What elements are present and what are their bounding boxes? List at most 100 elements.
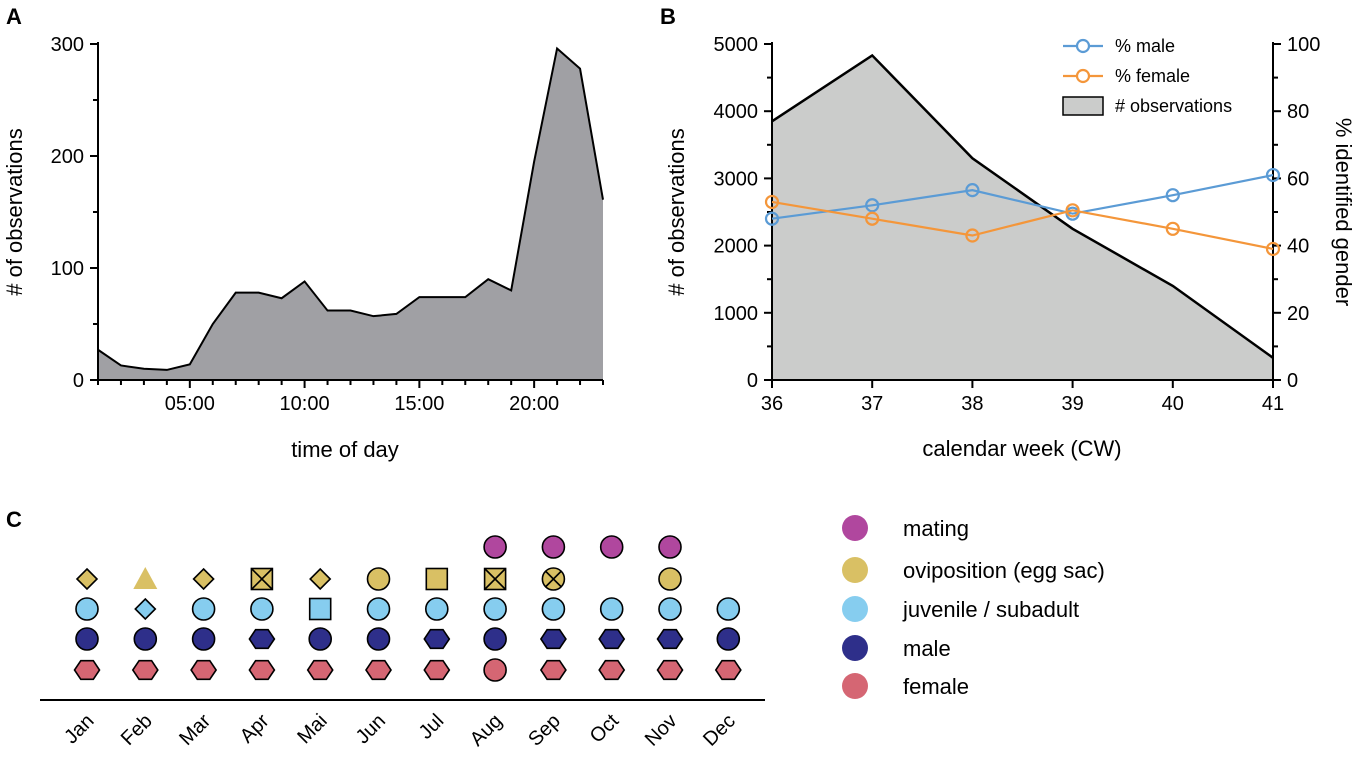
panel-c-mark-female-oct bbox=[598, 659, 626, 681]
panel-c-mark-male-dec bbox=[716, 627, 741, 651]
panel-b-x-tick-label: 36 bbox=[761, 393, 783, 415]
panel-c-mark-female-nov bbox=[656, 659, 684, 681]
panel-a-x-tick-label: 20:00 bbox=[509, 393, 559, 415]
panel-c-mark-male-sep bbox=[539, 628, 567, 650]
panel-b-series-point bbox=[1165, 188, 1180, 203]
panel-c-month-label: Mar bbox=[175, 710, 215, 750]
panel-c-mark-oviposition-aug bbox=[483, 567, 507, 591]
panel-c-month-label: Oct bbox=[586, 710, 624, 748]
panel-a-y-tick-label: 100 bbox=[51, 258, 84, 280]
panel-b-series-line bbox=[771, 173, 1274, 220]
panel-c-label: C bbox=[6, 507, 22, 532]
panel-b-axes: 0 1000 2000 3000 4000 5000 0 20 40 60 80 100 36 37 38 3… bbox=[714, 34, 1321, 415]
panel-a-area-outline bbox=[97, 46, 604, 371]
panel-b-plot bbox=[771, 53, 1274, 380]
panel-b-legend-marker bbox=[1075, 68, 1091, 84]
panel-b-right-y-tick-label: 40 bbox=[1287, 236, 1309, 258]
panel-b-x-tick-label: 37 bbox=[861, 393, 883, 415]
panel-c-mark-female-feb bbox=[131, 659, 159, 681]
panel-c-mark-oviposition-feb bbox=[133, 567, 158, 589]
panel-b-right-y-axis-label: % identified gender bbox=[1331, 118, 1356, 306]
panel-b-right-y-tick-label: 100 bbox=[1287, 34, 1320, 56]
panel-a-axes: 0 100 200 300 05:00 10:00 15:00 20:00 bbox=[51, 34, 604, 415]
panel-c-legend-label-juvenile: juvenile / subadult bbox=[902, 597, 1079, 622]
panel-c-month-label: Jul bbox=[415, 710, 449, 744]
panel-c-month-label: Nov bbox=[641, 710, 682, 751]
panel-b-right-y-tick-label: 60 bbox=[1287, 168, 1309, 190]
panel-c-mark-juvenile-nov bbox=[658, 597, 682, 621]
panel-c-mark-female-apr bbox=[248, 659, 276, 681]
panel-c-mark-oviposition-nov bbox=[658, 567, 682, 591]
panel-c-mark-juvenile-mai bbox=[308, 597, 332, 621]
panel-b-left-y-tick-label: 0 bbox=[747, 370, 758, 392]
panel-a-y-axis-label: # of observations bbox=[2, 128, 27, 296]
panel-c-mark-mating-sep bbox=[541, 535, 566, 559]
panel-b-right-y-tick-label: 20 bbox=[1287, 303, 1309, 325]
panel-c-mark-male-jan bbox=[75, 627, 99, 651]
panel-c-mark-male-oct bbox=[598, 628, 626, 650]
panel-b-left-y-axis-label: # of observations bbox=[664, 128, 689, 296]
panel-c-mark-male-jul bbox=[423, 628, 451, 650]
panel-b-left-y-tick-label: 3000 bbox=[714, 168, 759, 190]
panel-b-observations-outline bbox=[771, 53, 1274, 359]
panel-c-mark-male-feb bbox=[133, 627, 158, 651]
panel-b: B 0 1000 2000 3000 4000 5000 0 20 40 60 80 100 36 37 3… bbox=[660, 4, 1356, 461]
panel-c-mark-female-jan bbox=[73, 659, 101, 681]
panel-c-legend-swatch-juvenile bbox=[842, 596, 868, 622]
panel-a-y-tick-label: 200 bbox=[51, 146, 84, 168]
panel-c-mark-male-apr bbox=[248, 628, 276, 650]
panel-c-marks bbox=[73, 535, 742, 682]
panel-b-right-y-tick-label: 0 bbox=[1287, 370, 1298, 392]
panel-c-legend-swatch-male bbox=[842, 635, 868, 661]
panel-c-legend-label-female: female bbox=[903, 674, 969, 699]
panel-b-series-point bbox=[865, 198, 880, 213]
panel-c-mark-mating-nov bbox=[658, 535, 682, 559]
panel-b-legend-label: # observations bbox=[1115, 96, 1232, 116]
panel-c-mark-female-aug bbox=[483, 658, 507, 682]
panel-c-mark-oviposition-jan bbox=[75, 567, 99, 591]
panel-b-legend-label: % male bbox=[1115, 36, 1175, 56]
panel-b-left-y-tick-label: 2000 bbox=[714, 236, 759, 258]
panel-b-series-point bbox=[764, 211, 780, 226]
panel-c-legend-label-male: male bbox=[903, 636, 951, 661]
panel-c-legend-label-oviposition: oviposition (egg sac) bbox=[903, 558, 1105, 583]
panel-c: C Jan Feb Mar Apr Mai Jun Jul Aug Sep Oct Nov Dec m… bbox=[6, 507, 1105, 751]
panel-b-series bbox=[764, 167, 1281, 257]
panel-a-label: A bbox=[6, 4, 22, 29]
panel-b-x-tick-label: 41 bbox=[1262, 393, 1284, 415]
xsquare-cross bbox=[484, 567, 507, 591]
panel-c-axis: Jan Feb Mar Apr Mai Jun Jul Aug Sep Oct Nov Dec bbox=[40, 699, 765, 751]
panel-c-mark-male-mai bbox=[308, 627, 333, 651]
panel-c-mark-oviposition-mai bbox=[309, 567, 332, 591]
panel-b-series-point bbox=[1065, 203, 1080, 218]
panel-b-series-point bbox=[1265, 167, 1281, 183]
panel-c-month-label: Jan bbox=[60, 710, 98, 748]
panel-c-mark-male-aug bbox=[483, 627, 507, 651]
panel-b-legend: % male % female # observations bbox=[1062, 36, 1232, 116]
panel-b-x-tick-label: 39 bbox=[1061, 393, 1083, 415]
panel-a-x-axis-label: time of day bbox=[291, 437, 399, 462]
panel-c-mark-female-mai bbox=[306, 659, 334, 681]
panel-b-series-point bbox=[965, 183, 980, 198]
panel-c-legend-swatch-mating bbox=[842, 515, 868, 541]
panel-c-month-label: Jun bbox=[352, 710, 390, 748]
panel-a-x-tick-label: 10:00 bbox=[280, 393, 330, 415]
panel-c-mark-oviposition-jul bbox=[425, 567, 449, 591]
panel-b-series-point bbox=[965, 228, 980, 243]
panel-a: A 0 100 200 300 05:00 10:00 15:00 20:00 time of… bbox=[2, 4, 604, 462]
panel-b-legend-marker bbox=[1075, 38, 1091, 54]
panel-b-left-y-tick-label: 5000 bbox=[714, 34, 759, 56]
xcircle-cross bbox=[545, 570, 562, 588]
panel-b-series-point bbox=[865, 211, 880, 226]
panel-c-mark-mating-oct bbox=[599, 535, 624, 559]
panel-c-mark-female-jun bbox=[365, 659, 392, 681]
panel-c-mark-female-dec bbox=[714, 659, 742, 681]
panel-c-mark-juvenile-sep bbox=[541, 597, 566, 621]
panel-c-mark-juvenile-jan bbox=[75, 597, 99, 621]
panel-b-x-axis-label: calendar week (CW) bbox=[922, 436, 1121, 461]
panel-a-plot bbox=[97, 46, 604, 380]
panel-b-x-tick-label: 40 bbox=[1162, 393, 1184, 415]
panel-a-x-tick-label: 05:00 bbox=[165, 393, 215, 415]
panel-b-series-female bbox=[764, 194, 1281, 257]
